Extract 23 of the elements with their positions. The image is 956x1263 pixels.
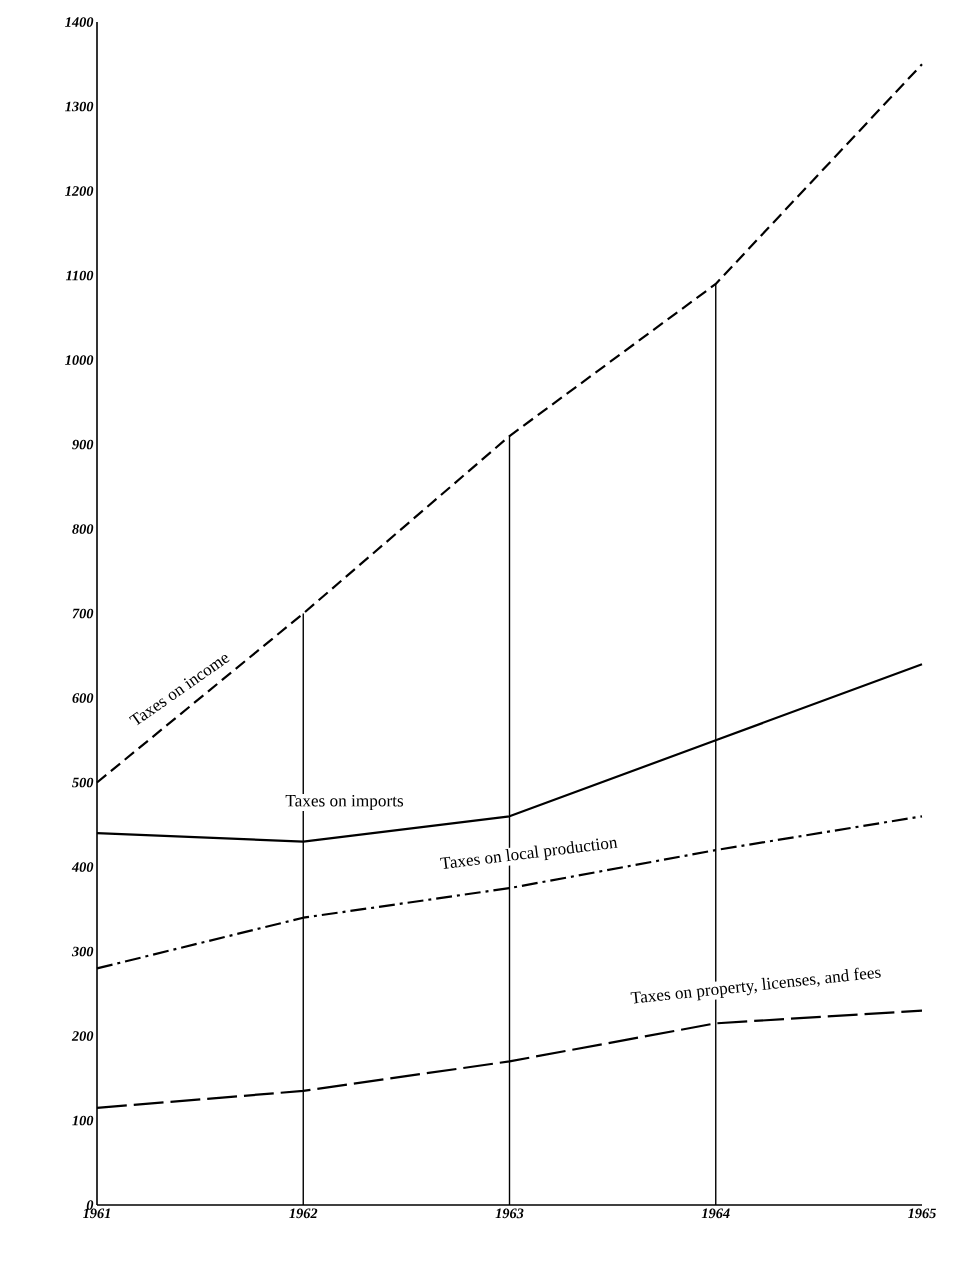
y-tick-label: 0 bbox=[86, 1200, 94, 1210]
y-tick-label: 100 bbox=[72, 1115, 94, 1126]
x-tick-label: 1964 bbox=[701, 1208, 730, 1219]
series-label: Taxes on imports bbox=[285, 794, 404, 811]
y-tick-label: 1400 bbox=[65, 17, 94, 27]
x-tick-label: 1965 bbox=[908, 1208, 936, 1219]
y-tick-label: 1100 bbox=[65, 270, 94, 281]
text: Taxes on local production bbox=[440, 838, 618, 869]
x-tick-label: 1963 bbox=[495, 1208, 524, 1219]
x-tick-label: 1961 bbox=[83, 1208, 110, 1219]
y-tick-label: 300 bbox=[71, 946, 94, 957]
y-tick-label: 700 bbox=[72, 608, 94, 619]
y-tick-label: 1300 bbox=[65, 101, 94, 112]
text: Taxes on property, licenses, and fees bbox=[630, 967, 881, 1004]
y-tick-label: 600 bbox=[72, 693, 94, 703]
y-tick-label: 400 bbox=[71, 862, 94, 872]
y-tick-label: 900 bbox=[72, 439, 94, 450]
y-tick-label: 1000 bbox=[65, 355, 94, 365]
y-tick-label: 800 bbox=[72, 524, 94, 534]
x-tick-label: 1962 bbox=[289, 1208, 318, 1219]
y-tick-label: 200 bbox=[71, 1031, 94, 1041]
y-tick-label: 1200 bbox=[65, 186, 94, 196]
y-tick-label: 500 bbox=[72, 777, 94, 788]
